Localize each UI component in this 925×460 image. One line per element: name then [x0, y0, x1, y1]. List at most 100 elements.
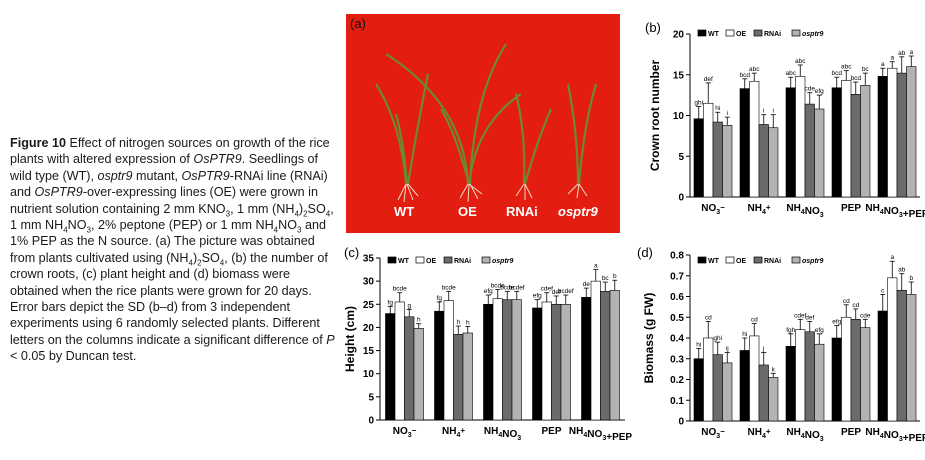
caption-text-part: 2	[303, 209, 308, 219]
category-label: NH4NO3	[484, 426, 521, 442]
legend-label: RNAi	[764, 31, 781, 38]
bar	[551, 303, 562, 421]
significance-letter: fgh	[786, 327, 795, 334]
caption-text-part: osptr9	[97, 168, 133, 183]
category-label-glyph: 3	[820, 436, 824, 443]
bar	[785, 87, 796, 198]
category-label-glyph: 4	[583, 432, 587, 439]
significance-letter: h	[417, 317, 421, 324]
significance-letter: efg	[484, 288, 493, 295]
category-label-glyph: E	[548, 426, 555, 437]
legend-label: OE	[426, 258, 436, 265]
bar	[831, 337, 842, 422]
caption-text-part: 4	[219, 258, 225, 268]
legend-label: OE	[736, 258, 746, 265]
category-label: NH4NO3	[786, 427, 823, 443]
bar	[768, 377, 779, 422]
caption-text-part: . Seedlings of wild type (WT),	[10, 152, 319, 183]
panel-label: (c)	[344, 245, 359, 260]
caption-text-part: and 1% PEP as the N source. (a) The pict…	[10, 218, 326, 265]
category-label: NO3−	[393, 426, 417, 439]
significance-letter: bcd	[851, 75, 862, 82]
category-label: NO3−	[701, 427, 725, 440]
bar	[896, 72, 907, 198]
caption-text-part: 4	[273, 225, 279, 235]
category-label-glyph: −	[412, 426, 417, 435]
significance-letter: bc	[602, 275, 610, 282]
legend-swatch	[481, 256, 491, 264]
biomass-chart: (d) Biomass (g FW) 0 0.1 0.2 0.3 0.4 0.5 0.6 0.7 0…	[637, 245, 925, 444]
bar	[804, 331, 815, 422]
y-tick-label: 35	[363, 254, 375, 265]
plant-label-wt: WT	[394, 204, 415, 219]
category-label-glyph: N	[442, 426, 449, 437]
category-label: NH4+	[442, 426, 465, 439]
category-label-glyph: H	[755, 427, 762, 438]
panel-label: (b)	[645, 20, 661, 35]
category-label-glyph: N	[701, 203, 708, 214]
significance-letter: h	[466, 320, 470, 327]
significance-letter: ghi	[694, 100, 703, 107]
bar	[532, 307, 543, 421]
y-tick-label: 0.4	[670, 334, 684, 345]
significance-letter: a	[890, 254, 894, 261]
bar	[860, 327, 871, 422]
significance-letter: abc	[795, 58, 806, 65]
category-label-glyph: O	[708, 427, 716, 438]
category-label-glyph: N	[884, 430, 891, 441]
y-tick-label: 20	[363, 323, 375, 334]
y-tick-label: 0	[678, 417, 684, 428]
category-label-glyph: P	[625, 432, 632, 443]
bar	[502, 299, 513, 421]
bar	[906, 66, 917, 198]
significance-letter: ij	[726, 346, 729, 353]
bar	[887, 67, 898, 198]
category-label-glyph: 3	[716, 209, 720, 216]
y-tick-label: 0.3	[670, 354, 684, 365]
category-label-glyph: N	[484, 426, 491, 437]
significance-letter: bcde	[393, 286, 407, 293]
significance-letter: abc	[841, 64, 852, 71]
category-label-glyph: +	[460, 426, 465, 435]
significance-letter: def	[704, 76, 713, 83]
category-label: PEP	[541, 426, 561, 437]
category-label-glyph: H	[873, 203, 880, 214]
category-label-glyph: +	[903, 433, 909, 444]
y-tick-label: 10	[363, 369, 375, 380]
significance-letter: efg	[815, 327, 824, 334]
category-label-glyph: E	[915, 433, 922, 444]
category-label-glyph: +	[766, 427, 771, 436]
legend-swatch	[415, 256, 425, 264]
caption-text-part: P	[326, 332, 335, 347]
category-label-glyph: E	[848, 203, 855, 214]
caption-text-part: )	[192, 250, 198, 265]
significance-letter: fg	[388, 300, 394, 307]
caption-text-part: Effect of nitrogen sources on growth of …	[10, 136, 330, 167]
y-tick-label: 25	[363, 300, 375, 311]
category-label: NH4NO3+PEP	[865, 203, 925, 220]
category-label-glyph: −	[720, 203, 725, 212]
category-label: NH4NO3+PEP	[569, 426, 632, 443]
category-label-glyph: O	[708, 203, 716, 214]
y-tick-label: 0.8	[670, 251, 684, 262]
category-label-glyph: O	[509, 429, 517, 440]
y-tick-label: 10	[673, 111, 685, 122]
bar	[768, 127, 779, 198]
significance-letter: efg	[832, 319, 841, 326]
bar	[404, 316, 415, 421]
significance-letter: bcdef	[558, 288, 574, 295]
category-label-glyph: P	[922, 433, 925, 444]
caption-text-part: OsPTR9	[193, 152, 242, 167]
y-tick-label: 20	[673, 30, 685, 41]
bar	[462, 332, 473, 421]
y-tick-label: 0.2	[670, 375, 684, 386]
category-label-glyph: 3	[716, 433, 720, 440]
category-label-glyph: E	[848, 427, 855, 438]
category-label-glyph: N	[865, 427, 872, 438]
category-label-glyph: O	[812, 206, 820, 217]
y-axis-label: Crown root number	[648, 60, 662, 172]
bar	[541, 301, 552, 421]
category-label-glyph: O	[812, 430, 820, 441]
category-label-glyph: 3	[602, 435, 606, 442]
bar	[795, 76, 806, 198]
